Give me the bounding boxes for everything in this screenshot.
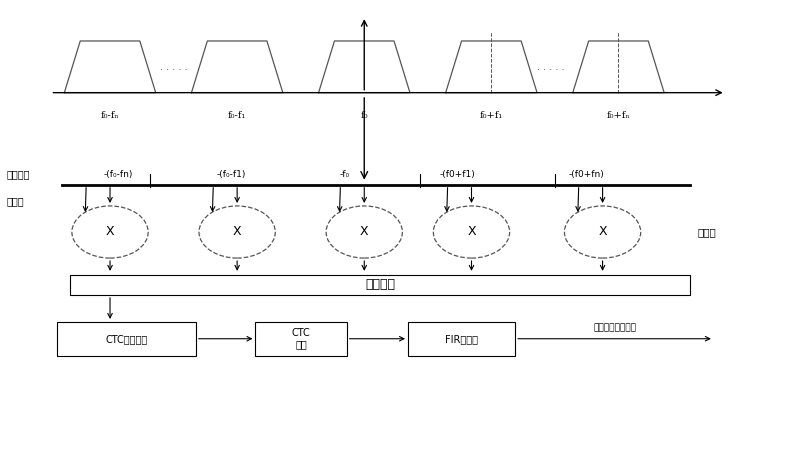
Text: f₀: f₀ [361, 111, 368, 120]
Bar [57, 322, 196, 356]
Text: 到数字信号处理器: 到数字信号处理器 [593, 323, 636, 332]
Text: f₀+f₁: f₀+f₁ [480, 111, 503, 120]
Bar [70, 275, 690, 295]
Text: FIR滤波器: FIR滤波器 [445, 334, 478, 344]
Text: 数字控制: 数字控制 [6, 169, 30, 179]
Text: . . . . .: . . . . . [160, 61, 187, 71]
Bar [255, 322, 346, 356]
Text: CTC
补唇: CTC 补唇 [292, 328, 310, 349]
Text: X: X [233, 226, 242, 238]
Text: -(f0+fn): -(f0+fn) [569, 171, 605, 179]
Text: CTC抄取滤波: CTC抄取滤波 [105, 334, 147, 344]
Text: 振荡器: 振荡器 [6, 196, 24, 206]
Text: 混频器: 混频器 [698, 227, 717, 237]
Text: . . . . .: . . . . . [537, 61, 565, 71]
Text: f₀+fₙ: f₀+fₙ [606, 111, 630, 120]
Text: X: X [598, 226, 607, 238]
Text: f₀-fₙ: f₀-fₙ [101, 111, 119, 120]
Text: -(f0+f1): -(f0+f1) [439, 171, 475, 179]
Text: X: X [467, 226, 476, 238]
Bar [408, 322, 515, 356]
Text: 时分复用: 时分复用 [365, 278, 395, 291]
Text: X: X [360, 226, 369, 238]
Text: f₀-f₁: f₀-f₁ [228, 111, 246, 120]
Text: -(f₀-fn): -(f₀-fn) [103, 171, 133, 179]
Text: -f₀: -f₀ [339, 171, 350, 179]
Text: -(f₀-f1): -(f₀-f1) [217, 171, 246, 179]
Text: X: X [106, 226, 114, 238]
